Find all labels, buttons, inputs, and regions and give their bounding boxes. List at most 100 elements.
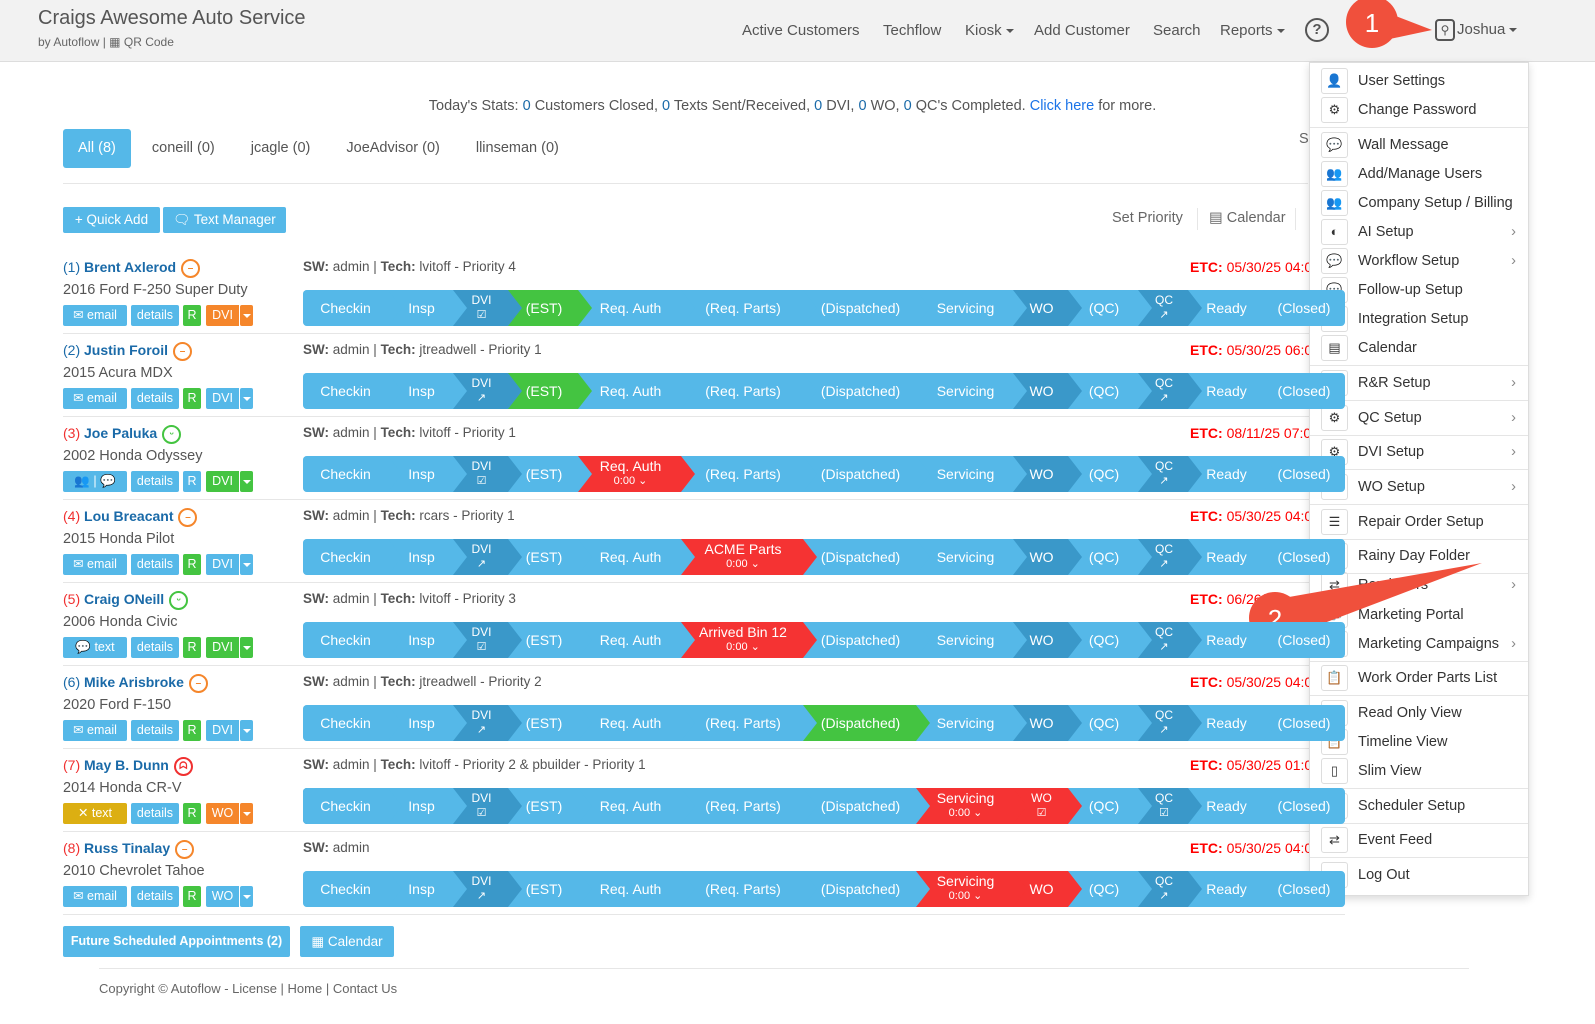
dvi-dropdown-toggle[interactable]: [240, 886, 253, 907]
nav-search[interactable]: Search: [1153, 22, 1201, 39]
workflow-stage[interactable]: Servicing 0:00 ⌄: [908, 788, 1027, 824]
qr-code-link[interactable]: QR Code: [123, 35, 174, 49]
set-priority-button[interactable]: Set Priority: [1112, 210, 1183, 226]
workflow-stage[interactable]: (Dispatched): [795, 871, 930, 907]
workflow-stage[interactable]: (Req. Parts): [673, 705, 817, 741]
dvi-status-button[interactable]: DVI: [206, 720, 239, 741]
workflow-stage[interactable]: (Dispatched): [795, 373, 930, 409]
workflow-stage[interactable]: Arrived Bin 12 0:00 ⌄: [673, 622, 817, 658]
details-button[interactable]: details: [131, 803, 179, 824]
workflow-stage[interactable]: (Req. Parts): [673, 871, 817, 907]
repair-order-button[interactable]: R: [183, 720, 201, 741]
customer-name-link[interactable]: (4) Lou Breacant –: [63, 508, 198, 527]
menu-item-work-order-parts-list[interactable]: 📋 Work Order Parts List: [1310, 664, 1528, 692]
repair-order-button[interactable]: R: [183, 886, 201, 907]
tab-llinseman[interactable]: llinseman (0): [475, 140, 559, 156]
menu-item-event-feed[interactable]: ⇄ Event Feed: [1310, 826, 1528, 854]
dvi-status-button[interactable]: DVI: [206, 637, 239, 658]
customer-name-link[interactable]: (2) Justin Foroil –: [63, 342, 193, 361]
contact-button[interactable]: ✉ email: [63, 886, 127, 907]
contact-button[interactable]: ✉ email: [63, 720, 127, 741]
workflow-stage[interactable]: (Dispatched): [795, 456, 930, 492]
menu-item-change-password[interactable]: ⚙ Change Password: [1310, 96, 1528, 124]
dvi-dropdown-toggle[interactable]: [240, 471, 253, 492]
menu-item-reminders[interactable]: ⇄ Reminders ›: [1310, 571, 1528, 599]
workflow-stage[interactable]: (QC): [1060, 622, 1152, 658]
shop-title[interactable]: Craigs Awesome Auto Service: [38, 7, 306, 29]
details-button[interactable]: details: [131, 720, 179, 741]
nav-add-customer[interactable]: Add Customer: [1034, 22, 1130, 39]
details-button[interactable]: details: [131, 388, 179, 409]
menu-item-repair-order-setup[interactable]: ☰ Repair Order Setup: [1310, 508, 1528, 536]
menu-item-ai-setup[interactable]: ◐ AI Setup ›: [1310, 218, 1528, 246]
dvi-status-button[interactable]: WO: [206, 886, 239, 907]
contact-button[interactable]: ✕ text: [63, 803, 127, 824]
nav-active-customers[interactable]: Active Customers: [742, 22, 860, 39]
dvi-status-button[interactable]: WO: [206, 803, 239, 824]
workflow-stage[interactable]: Servicing: [908, 539, 1027, 575]
workflow-stage[interactable]: (Dispatched): [795, 788, 930, 824]
workflow-stage[interactable]: (Dispatched): [795, 705, 930, 741]
workflow-stage[interactable]: ACME Parts 0:00 ⌄: [673, 539, 817, 575]
future-appointments-button[interactable]: Future Scheduled Appointments (2): [63, 926, 290, 957]
footer[interactable]: Copyright © Autoflow - License | Home | …: [99, 981, 398, 996]
menu-item-user-settings[interactable]: 👤 User Settings: [1310, 67, 1528, 95]
workflow-stage[interactable]: Checkin: [303, 456, 402, 492]
repair-order-button[interactable]: R: [183, 803, 201, 824]
customer-name-link[interactable]: (3) Joe Paluka ᵕ: [63, 425, 182, 444]
workflow-stage[interactable]: Req. Auth: [570, 705, 695, 741]
contact-button[interactable]: ✉ email: [63, 554, 127, 575]
stage-timer[interactable]: 0:00 ⌄: [726, 558, 760, 570]
dvi-status-button[interactable]: DVI: [206, 388, 239, 409]
customer-name-link[interactable]: (5) Craig ONeill ᵕ: [63, 591, 189, 610]
stage-timer[interactable]: 0:00 ⌄: [613, 475, 648, 487]
dvi-dropdown-toggle[interactable]: [240, 637, 253, 658]
nav-techflow[interactable]: Techflow: [883, 22, 942, 39]
customer-name-link[interactable]: (8) Russ Tinalay –: [63, 840, 195, 859]
workflow-stage[interactable]: Servicing 0:00 ⌄: [908, 871, 1027, 907]
workflow-stage[interactable]: Checkin: [303, 290, 402, 326]
workflow-stage[interactable]: (Req. Parts): [673, 456, 817, 492]
workflow-stage[interactable]: DVI ↗: [445, 539, 522, 575]
customer-name-link[interactable]: (1) Brent Axlerod –: [63, 259, 201, 278]
customer-name-link[interactable]: (6) Mike Arisbroke –: [63, 674, 208, 693]
calendar-view-button[interactable]: ▤ Calendar: [1209, 210, 1286, 226]
repair-order-button[interactable]: R: [183, 388, 201, 409]
details-button[interactable]: details: [131, 637, 179, 658]
workflow-stage[interactable]: Checkin: [303, 788, 402, 824]
bottom-calendar-button[interactable]: ▦ Calendar: [300, 926, 394, 957]
tab-jcagle[interactable]: jcagle (0): [250, 140, 311, 156]
menu-item-calendar[interactable]: ▤ Calendar: [1310, 334, 1528, 362]
dvi-status-button[interactable]: DVI: [206, 554, 239, 575]
menu-item-company-setup-billing[interactable]: 👥 Company Setup / Billing: [1310, 189, 1528, 217]
nav-reports[interactable]: Reports: [1220, 22, 1285, 39]
stage-timer[interactable]: 0:00 ⌄: [948, 807, 983, 819]
contact-button[interactable]: ✉ email: [63, 388, 127, 409]
repair-order-button[interactable]: R: [183, 637, 201, 658]
dvi-dropdown-toggle[interactable]: [240, 554, 253, 575]
repair-order-button[interactable]: R: [183, 305, 201, 326]
user-menu-toggle[interactable]: ⚲ Joshua: [1435, 19, 1518, 41]
repair-order-button[interactable]: R: [183, 554, 201, 575]
dvi-dropdown-toggle[interactable]: [240, 305, 253, 326]
dvi-status-button[interactable]: DVI: [206, 471, 239, 492]
repair-order-button[interactable]: R: [183, 471, 201, 492]
workflow-stage[interactable]: WO: [1005, 705, 1082, 741]
menu-item-add-manage-users[interactable]: 👥 Add/Manage Users: [1310, 160, 1528, 188]
workflow-stage[interactable]: (Req. Parts): [673, 788, 817, 824]
stage-timer[interactable]: 0:00 ⌄: [726, 641, 760, 653]
workflow-stage[interactable]: DVI ☑: [445, 622, 522, 658]
workflow-stage[interactable]: Checkin: [303, 373, 402, 409]
contact-button[interactable]: 💬 text: [63, 637, 127, 658]
workflow-stage[interactable]: (Req. Parts): [673, 290, 817, 326]
tab-joeadvisor[interactable]: JoeAdvisor (0): [346, 140, 440, 156]
dvi-dropdown-toggle[interactable]: [240, 720, 253, 741]
tab-all[interactable]: All (8): [63, 129, 131, 168]
workflow-stage[interactable]: DVI ↗: [445, 705, 522, 741]
help-icon[interactable]: ?: [1305, 18, 1329, 42]
workflow-stage[interactable]: (Dispatched): [795, 539, 930, 575]
customer-name-link[interactable]: (7) May B. Dunn ᗣ: [63, 757, 193, 776]
workflow-stage[interactable]: (QC): [1060, 456, 1152, 492]
workflow-stage[interactable]: Checkin: [303, 871, 402, 907]
menu-item-slim-view[interactable]: ▯ Slim View: [1310, 757, 1528, 785]
